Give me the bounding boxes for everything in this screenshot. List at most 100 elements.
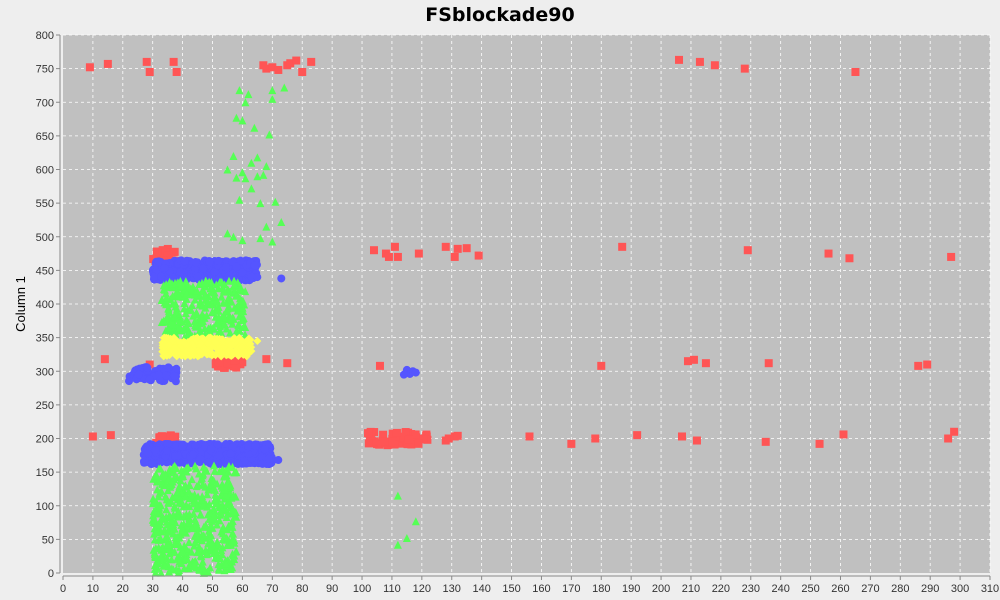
data-point-square: [839, 430, 848, 439]
data-point-circle: [213, 440, 222, 449]
data-point-circle: [163, 439, 172, 448]
data-point-triangle: [238, 168, 247, 177]
y-tick-label: 150: [36, 467, 54, 479]
data-point-diamond: [191, 334, 200, 343]
data-point-diamond: [168, 336, 177, 345]
data-point-triangle: [247, 184, 256, 193]
y-tick-label: 350: [36, 333, 54, 345]
data-point-diamond: [237, 343, 246, 352]
x-tick-label: 60: [236, 583, 248, 595]
data-point-square: [298, 67, 307, 76]
data-point-square: [153, 249, 162, 258]
data-point-triangle: [161, 492, 170, 501]
data-point-triangle: [265, 130, 274, 139]
data-point-triangle: [187, 547, 196, 556]
data-point-square: [386, 438, 395, 447]
data-point-triangle: [180, 299, 189, 308]
data-point-square: [292, 56, 301, 65]
data-point-square: [618, 242, 627, 251]
y-tick-label: 0: [48, 568, 54, 580]
data-point-circle: [191, 441, 200, 450]
data-point-square: [158, 434, 167, 443]
data-point-circle: [145, 375, 154, 384]
data-point-circle: [150, 272, 159, 281]
data-point-circle: [157, 272, 166, 281]
data-point-square: [398, 439, 407, 448]
x-tick-label: 130: [443, 583, 461, 595]
data-point-square: [103, 59, 112, 68]
data-point-triangle: [151, 543, 160, 552]
data-point-square: [88, 432, 97, 441]
x-tick-label: 240: [771, 583, 789, 595]
data-point-triangle: [174, 506, 183, 515]
data-point-triangle: [194, 548, 203, 557]
data-point-circle: [215, 459, 224, 468]
y-tick-label: 50: [42, 534, 54, 546]
data-point-square: [423, 435, 432, 444]
data-point-triangle: [167, 523, 176, 532]
data-point-square: [145, 67, 154, 76]
data-point-square: [149, 255, 158, 264]
data-point-triangle: [162, 300, 171, 309]
data-point-square: [163, 251, 172, 260]
data-point-circle: [160, 264, 169, 273]
data-point-circle: [228, 443, 237, 452]
data-point-triangle: [224, 467, 233, 476]
data-point-square: [851, 67, 860, 76]
data-point-square: [162, 433, 171, 442]
data-point-diamond: [180, 339, 189, 348]
data-point-triangle: [241, 174, 250, 183]
data-point-square: [845, 254, 854, 263]
data-point-square: [283, 359, 292, 368]
data-point-triangle: [153, 527, 162, 536]
data-point-square: [677, 432, 686, 441]
x-tick-label: 300: [951, 583, 969, 595]
data-point-triangle: [280, 83, 289, 92]
data-point-triangle: [181, 554, 190, 563]
data-point-triangle: [182, 467, 191, 476]
data-point-triangle: [188, 301, 197, 310]
data-point-triangle: [210, 549, 219, 558]
data-point-triangle: [155, 559, 164, 568]
data-point-square: [169, 435, 178, 444]
data-point-triangle: [163, 486, 172, 495]
data-point-triangle: [150, 535, 159, 544]
data-point-triangle: [218, 550, 227, 559]
data-point-triangle: [155, 503, 164, 512]
data-point-triangle: [196, 510, 205, 519]
data-point-square: [262, 355, 271, 364]
data-point-square: [675, 55, 684, 64]
data-point-diamond: [199, 334, 208, 343]
data-point-triangle: [213, 297, 222, 306]
data-point-diamond: [195, 347, 204, 356]
data-point-square: [567, 439, 576, 448]
data-point-circle: [156, 458, 165, 467]
data-point-triangle: [156, 534, 165, 543]
x-tick-label: 290: [921, 583, 939, 595]
data-point-triangle: [214, 540, 223, 549]
data-point-triangle: [149, 494, 158, 503]
data-point-square: [236, 360, 245, 369]
data-point-triangle: [161, 561, 170, 570]
data-point-triangle: [224, 276, 233, 285]
data-point-triangle: [244, 90, 253, 99]
data-point-triangle: [174, 291, 183, 300]
data-point-triangle: [191, 295, 200, 304]
data-point-circle: [411, 368, 420, 377]
data-point-circle: [175, 458, 184, 467]
data-point-square: [232, 363, 241, 372]
data-point-circle: [224, 271, 233, 280]
data-point-triangle: [201, 520, 210, 529]
data-point-triangle: [193, 286, 202, 295]
data-point-triangle: [156, 507, 165, 516]
x-tick-label: 50: [206, 583, 218, 595]
data-point-triangle: [173, 487, 182, 496]
data-point-diamond: [162, 333, 171, 342]
y-tick-label: 200: [36, 434, 54, 446]
data-point-square: [364, 429, 373, 438]
data-point-circle: [154, 371, 163, 380]
data-point-circle: [143, 449, 152, 458]
x-tick-label: 200: [652, 583, 670, 595]
data-point-circle: [176, 267, 185, 276]
data-point-square: [100, 355, 109, 364]
